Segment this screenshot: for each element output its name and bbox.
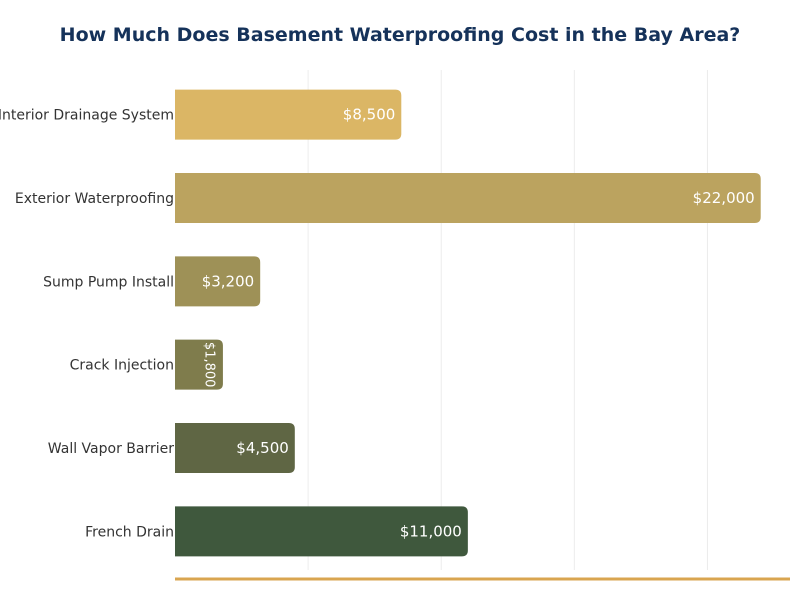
data-label: $4,500 <box>236 439 289 457</box>
bar <box>175 256 261 307</box>
category-label: Interior Drainage System <box>0 108 174 124</box>
bar <box>175 423 295 473</box>
data-label: $3,200 <box>202 272 255 290</box>
category-label: Sump Pump Install <box>43 274 174 290</box>
chart-title: How Much Does Basement Waterproofing Cos… <box>59 24 741 46</box>
category-label: Crack Injection <box>70 358 174 374</box>
data-label: $1,800 <box>201 342 216 388</box>
category-label: French Drain <box>85 524 174 540</box>
bar <box>175 506 468 557</box>
data-label: $11,000 <box>400 522 462 540</box>
data-label: $22,000 <box>693 189 755 207</box>
bar <box>175 173 761 223</box>
bar <box>175 89 402 140</box>
data-label: $8,500 <box>343 106 396 124</box>
bar <box>175 339 223 390</box>
category-label: Wall Vapor Barrier <box>48 441 174 457</box>
category-label: Exterior Waterproofing <box>15 191 174 207</box>
